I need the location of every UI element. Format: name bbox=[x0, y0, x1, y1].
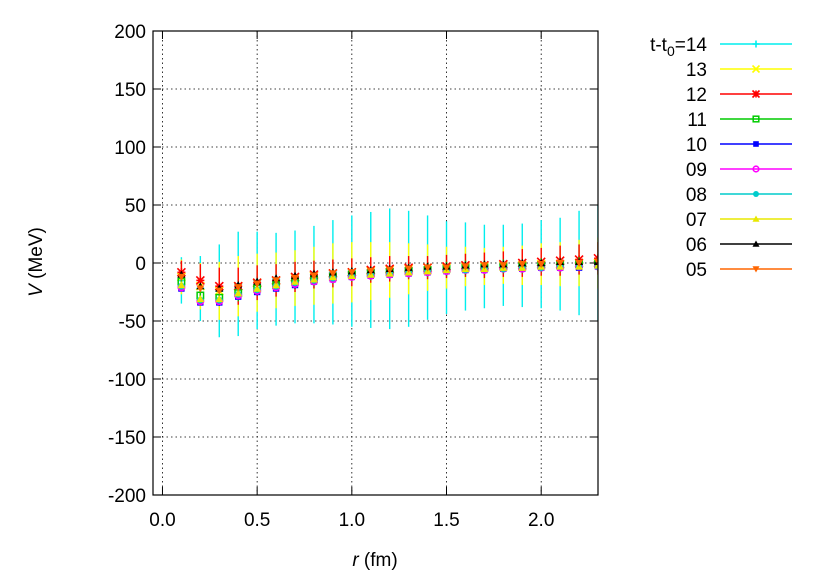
y-tick-label: 200 bbox=[114, 22, 146, 43]
y-axis-symbol: V bbox=[26, 282, 47, 297]
legend-entry-label: 08 bbox=[686, 185, 707, 206]
x-tick-label: 0.0 bbox=[149, 510, 175, 531]
legend-title-main: t-t bbox=[650, 35, 668, 56]
x-tick-label: 0.5 bbox=[244, 510, 270, 531]
data-point bbox=[480, 262, 489, 270]
legend-entry-label: =14 bbox=[675, 35, 708, 56]
legend-entry-05: 05 bbox=[686, 260, 792, 281]
data-point bbox=[234, 289, 243, 297]
data-point bbox=[347, 269, 356, 277]
y-tick-label: 0 bbox=[135, 254, 146, 275]
y-tick-label: -150 bbox=[108, 428, 146, 449]
data-point bbox=[177, 281, 186, 289]
legend-entry-label: 10 bbox=[686, 135, 707, 156]
data-point bbox=[215, 294, 224, 303]
legend-entry-08: 08 bbox=[686, 185, 792, 206]
data-point bbox=[253, 280, 262, 288]
grid bbox=[153, 31, 598, 495]
x-tick-label: 1.5 bbox=[433, 510, 459, 531]
x-axis-label: r (fm) bbox=[352, 550, 397, 571]
legend-entry-label: 05 bbox=[686, 260, 707, 281]
legend-entry-13: 13 bbox=[686, 60, 792, 81]
data-point bbox=[291, 274, 300, 283]
data-point bbox=[272, 281, 281, 289]
data-point bbox=[215, 287, 224, 295]
x-tick-label: 2.0 bbox=[528, 510, 554, 531]
data-point bbox=[385, 266, 394, 274]
data-point bbox=[442, 264, 451, 272]
data-point bbox=[594, 258, 598, 266]
data-point bbox=[253, 284, 262, 292]
legend-entry-label: 13 bbox=[686, 60, 707, 81]
legend-entry-label: 06 bbox=[686, 235, 707, 256]
y-tick-label: -200 bbox=[108, 486, 146, 507]
data-point bbox=[537, 260, 546, 269]
data-point bbox=[196, 294, 205, 303]
legend-entry-14 bbox=[720, 40, 792, 48]
series-05 bbox=[177, 258, 598, 295]
legend-entry-label: 07 bbox=[686, 210, 707, 231]
data-point bbox=[328, 270, 337, 278]
data-point bbox=[575, 259, 584, 267]
x-axis-unit: (fm) bbox=[364, 550, 398, 571]
data-point bbox=[423, 264, 432, 272]
data-point bbox=[404, 265, 413, 273]
data-point bbox=[461, 263, 470, 271]
legend-entry-06: 06 bbox=[686, 235, 792, 256]
legend-marker bbox=[753, 141, 759, 147]
data-point bbox=[177, 273, 186, 281]
legend-entry-label: 11 bbox=[687, 110, 707, 131]
legend-marker bbox=[752, 165, 760, 173]
y-tick-label: 100 bbox=[114, 138, 146, 159]
legend-marker bbox=[752, 40, 760, 48]
legend-title-sub: 0 bbox=[667, 43, 675, 59]
legend-title: t-t0=14 bbox=[650, 35, 707, 59]
data-point bbox=[556, 259, 565, 267]
data-point bbox=[499, 262, 508, 270]
data-point bbox=[234, 284, 243, 292]
y-axis-label: V (MeV) bbox=[26, 227, 47, 297]
legend-marker bbox=[752, 115, 760, 123]
legend-marker bbox=[752, 266, 760, 273]
legend-marker bbox=[752, 215, 760, 222]
legend-entry-11: 11 bbox=[687, 110, 792, 131]
y-tick-label: -100 bbox=[108, 370, 146, 391]
data-point bbox=[309, 272, 318, 280]
y-tick-label: 150 bbox=[114, 80, 146, 101]
legend-marker bbox=[751, 64, 761, 74]
legend-entry-10: 10 bbox=[686, 135, 792, 156]
legend-marker bbox=[751, 89, 761, 99]
data-point bbox=[518, 260, 527, 269]
legend-marker bbox=[753, 191, 759, 197]
y-axis-unit: (MeV) bbox=[26, 227, 47, 279]
legend-entry-label: 12 bbox=[686, 85, 707, 106]
legend-entry-07: 07 bbox=[686, 210, 792, 231]
y-tick-label: 50 bbox=[125, 196, 146, 217]
data-point bbox=[366, 267, 375, 276]
legend-entry-09: 09 bbox=[686, 160, 792, 181]
data-point bbox=[195, 275, 205, 285]
data-point bbox=[196, 285, 205, 293]
legend-marker bbox=[752, 240, 760, 247]
legend-entry-12: 12 bbox=[686, 85, 792, 106]
x-tick-label: 1.0 bbox=[339, 510, 365, 531]
data-point bbox=[272, 277, 281, 285]
y-tick-label: -50 bbox=[119, 312, 146, 333]
legend-entry-label: 09 bbox=[686, 160, 707, 181]
x-axis-symbol: r bbox=[352, 550, 359, 571]
plot-area bbox=[176, 205, 598, 338]
